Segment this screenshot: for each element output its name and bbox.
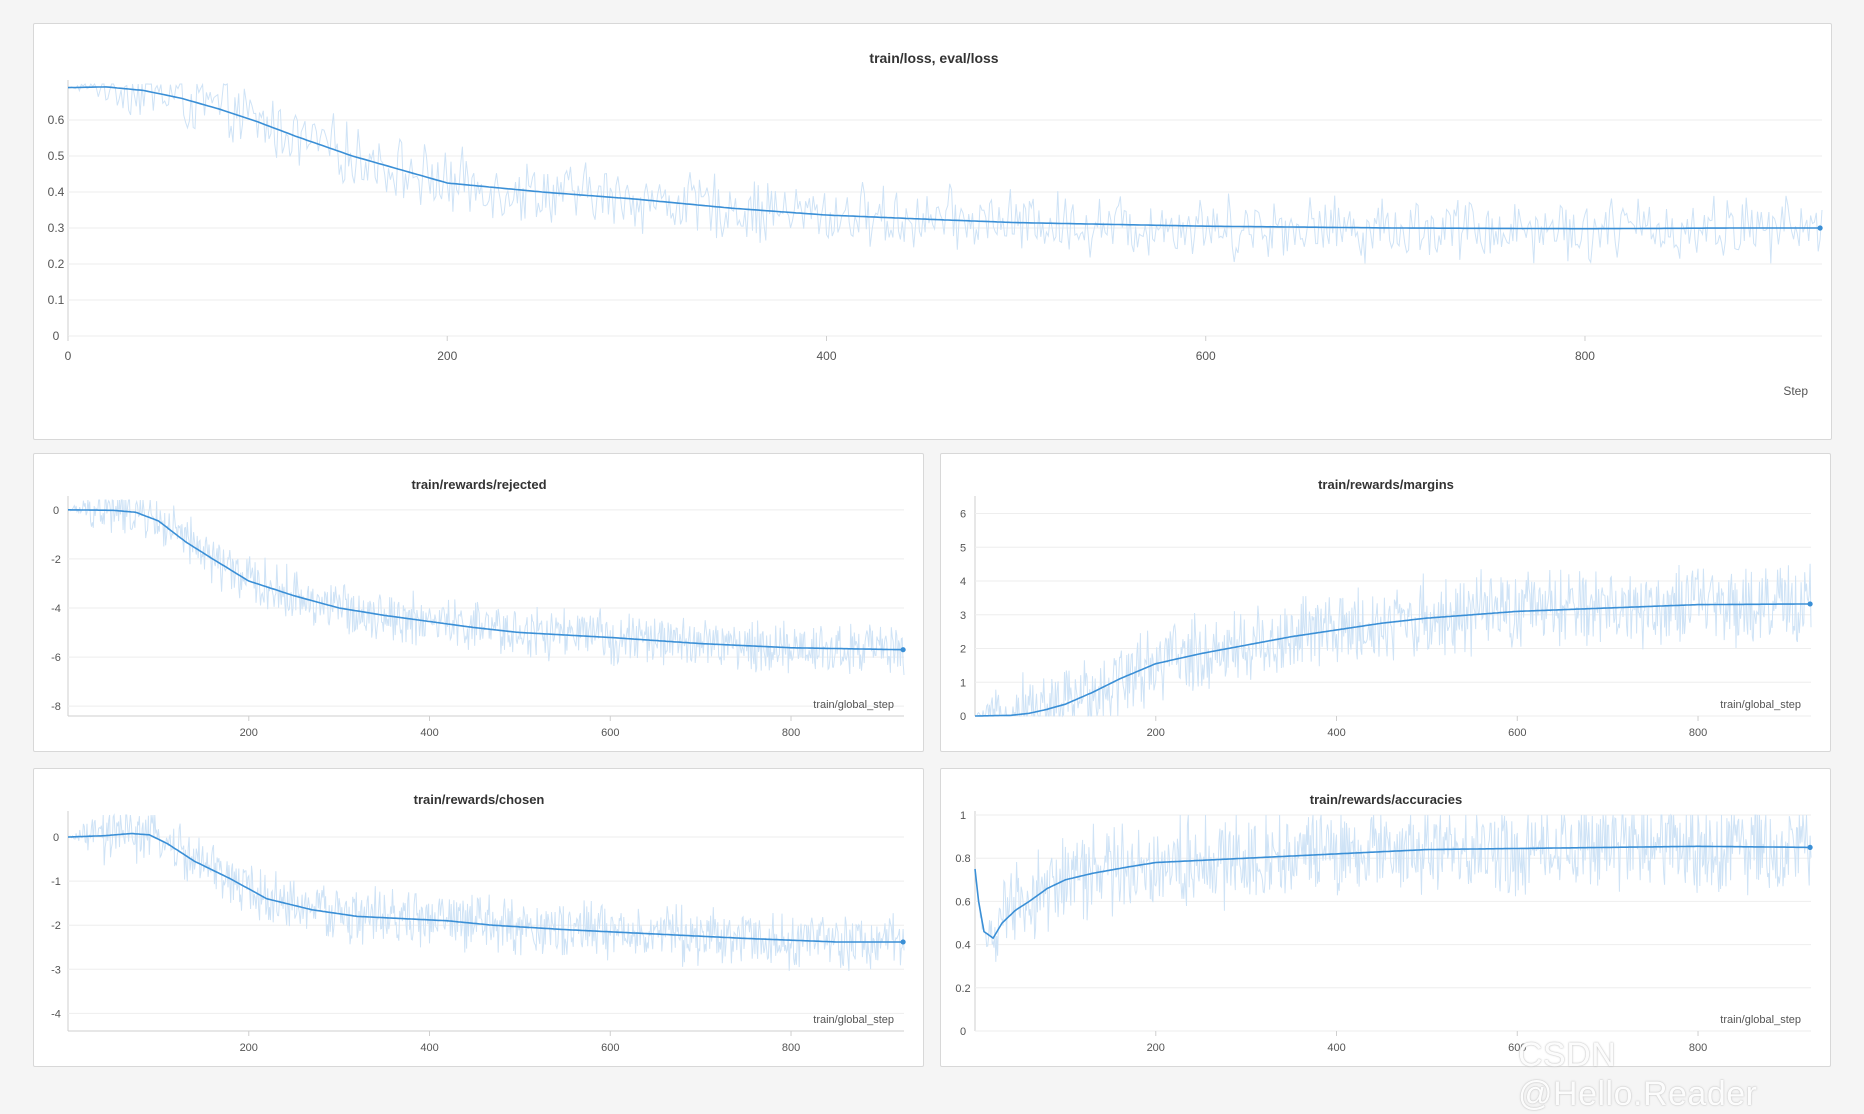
y-tick-label: 4 [960, 576, 966, 588]
y-tick-label: 0 [960, 1026, 966, 1038]
chart-title: train/rewards/accuracies [1310, 792, 1462, 807]
accuracies-chart-panel: train/rewards/accuracies 0 0.2 0.4 0.6 0.8 1 2… [940, 768, 1831, 1067]
y-tick-label: 6 [960, 509, 966, 521]
y-tick-label: -1 [51, 876, 61, 888]
y-tick-label: 0.4 [955, 940, 970, 952]
y-tick-label: -2 [51, 554, 61, 566]
x-axis-label: train/global_step [813, 1014, 894, 1026]
smoothed-series-line [68, 508, 904, 651]
x-tick-label: 0 [65, 349, 72, 363]
y-tick-label: 0.2 [48, 257, 65, 271]
y-tick-label: 0.8 [955, 853, 970, 865]
raw-series-line [974, 813, 1812, 962]
y-tick-label: 0 [53, 329, 60, 343]
x-axis-label: train/global_step [1720, 699, 1801, 711]
x-tick-label: 200 [240, 727, 258, 739]
y-tick-label: -3 [51, 964, 61, 976]
smoothed-series-line [974, 845, 1811, 940]
y-tick-label: 1 [960, 810, 966, 822]
accuracies-chart: train/rewards/accuracies 0 0.2 0.4 0.6 0.8 1 2… [955, 792, 1813, 1054]
rejected-chart-panel: train/rewards/rejected 0 -2 -4 -6 -8 200 400 60… [33, 453, 924, 752]
x-tick-label: 400 [816, 349, 836, 363]
y-tick-label: 0.5 [48, 149, 65, 163]
y-tick-label: 1 [960, 677, 966, 689]
loss-chart-panel: train/loss, eval/loss 0 0.1 0.2 0.3 0.4 0.5 0.… [33, 23, 1832, 440]
x-tick-label: 400 [420, 727, 438, 739]
x-tick-label: 800 [782, 1042, 800, 1054]
chart-title: train/loss, eval/loss [869, 50, 998, 66]
margins-chart-panel: train/rewards/margins 0 1 2 3 4 5 6 200 400 600 80… [940, 453, 1831, 752]
smoothed-series-line [68, 832, 904, 943]
series-end-point [1807, 601, 1813, 607]
series-end-point [1817, 225, 1823, 231]
x-tick-label: 800 [1575, 349, 1595, 363]
series-end-point [900, 647, 906, 653]
y-tick-label: 0.2 [955, 983, 970, 995]
x-tick-label: 200 [240, 1042, 258, 1054]
x-tick-label: 800 [1689, 1042, 1707, 1054]
series-end-point [1807, 844, 1813, 850]
y-tick-label: 0.4 [48, 185, 65, 199]
x-tick-label: 800 [782, 727, 800, 739]
y-tick-label: -4 [51, 1008, 61, 1020]
y-tick-label: -4 [51, 603, 61, 615]
y-tick-label: 0.3 [48, 221, 65, 235]
y-tick-label: 0.1 [48, 293, 65, 307]
y-tick-label: 0.6 [48, 113, 65, 127]
margins-chart: train/rewards/margins 0 1 2 3 4 5 6 200 400 600 80… [960, 477, 1813, 739]
x-tick-label: 200 [1147, 727, 1165, 739]
x-axis-label: train/global_step [1720, 1014, 1801, 1026]
smoothed-series-line [975, 603, 1811, 717]
series-end-point [900, 939, 906, 945]
chart-title: train/rewards/chosen [414, 792, 545, 807]
loss-chart: train/loss, eval/loss 0 0.1 0.2 0.3 0.4 0.5 0.… [48, 50, 1823, 398]
y-tick-label: 0 [53, 832, 59, 844]
x-axis-label: train/global_step [813, 699, 894, 711]
x-tick-label: 200 [1147, 1042, 1165, 1054]
raw-series-line [974, 563, 1812, 718]
chosen-chart: train/rewards/chosen 0 -1 -2 -3 -4 200 400 600 8… [51, 792, 906, 1054]
x-axis-label: Step [1783, 384, 1808, 398]
raw-series-line [67, 82, 1823, 265]
y-tick-label: 0 [53, 505, 59, 517]
x-tick-label: 600 [1508, 727, 1526, 739]
watermark: CSDN @Hello.Reader [1518, 1036, 1758, 1113]
y-tick-label: 0 [960, 711, 966, 723]
smoothed-series-line [67, 86, 1821, 230]
raw-series-line [67, 499, 905, 676]
raw-series-line [67, 813, 905, 972]
x-tick-label: 600 [601, 1042, 619, 1054]
y-tick-label: 5 [960, 542, 966, 554]
x-tick-label: 600 [601, 727, 619, 739]
x-tick-label: 200 [437, 349, 457, 363]
y-tick-label: -8 [51, 701, 61, 713]
y-tick-label: 0.6 [955, 896, 970, 908]
y-tick-label: 2 [960, 644, 966, 656]
y-tick-label: -2 [51, 920, 61, 932]
x-tick-label: 600 [1508, 1042, 1526, 1054]
x-tick-label: 400 [1327, 727, 1345, 739]
y-tick-label: -6 [51, 652, 61, 664]
x-tick-label: 400 [420, 1042, 438, 1054]
chart-title: train/rewards/margins [1318, 477, 1454, 492]
chart-title: train/rewards/rejected [411, 477, 546, 492]
y-tick-label: 3 [960, 610, 966, 622]
x-tick-label: 600 [1196, 349, 1216, 363]
rejected-chart: train/rewards/rejected 0 -2 -4 -6 -8 200 400 60… [51, 477, 906, 739]
chosen-chart-panel: train/rewards/chosen 0 -1 -2 -3 -4 200 400 600 8… [33, 768, 924, 1067]
x-tick-label: 400 [1327, 1042, 1345, 1054]
x-tick-label: 800 [1689, 727, 1707, 739]
